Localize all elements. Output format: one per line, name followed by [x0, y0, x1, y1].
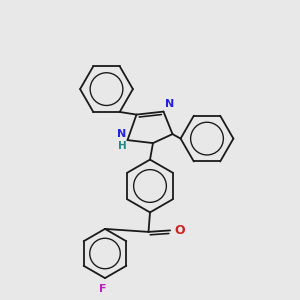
Text: N: N [165, 99, 175, 109]
Text: O: O [174, 224, 184, 237]
Text: F: F [99, 284, 106, 293]
Text: N: N [117, 129, 126, 139]
Text: H: H [118, 140, 127, 151]
